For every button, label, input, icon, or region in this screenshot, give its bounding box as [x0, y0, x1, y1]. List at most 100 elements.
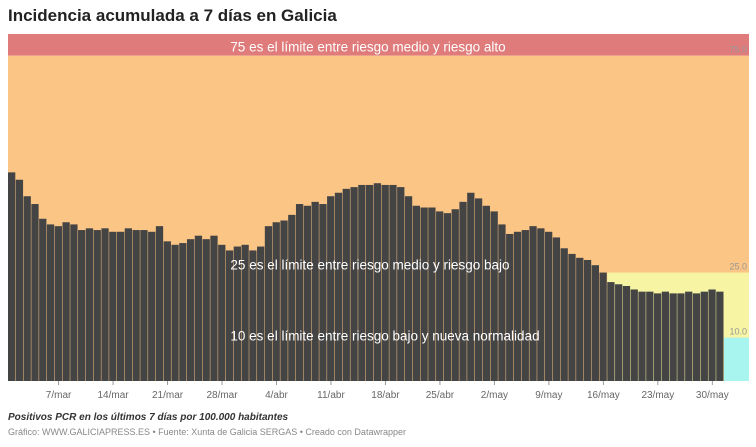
bar	[685, 291, 693, 381]
bar	[233, 246, 241, 381]
bar	[93, 230, 101, 381]
bar	[132, 230, 140, 381]
bar	[295, 204, 304, 381]
bar	[140, 230, 148, 381]
bar	[537, 228, 545, 381]
x-axis: 7/mar 14/mar 21/mar 28/mar 4/abr 11/abr 18/abr…	[46, 381, 756, 401]
threshold-value: 75.0	[729, 45, 747, 55]
bar	[194, 235, 203, 381]
bar	[498, 224, 506, 381]
bar	[490, 211, 498, 381]
bar	[412, 205, 420, 381]
threshold-annotation: 10 es el límite entre riesgo bajo y nuev…	[230, 329, 539, 344]
bar	[171, 244, 179, 381]
bar	[366, 184, 374, 381]
bar	[443, 213, 452, 381]
bar	[404, 196, 413, 381]
bar	[420, 207, 428, 381]
bar	[708, 289, 716, 381]
chart-title: Incidencia acumulada a 7 días en Galicia	[8, 6, 337, 25]
bar	[15, 179, 24, 381]
x-tick-label: 23/may	[641, 390, 674, 401]
bar	[381, 184, 389, 381]
bar	[179, 243, 187, 381]
chart-credit: Gráfico: WWW.GALICIAPRESS.ES • Fuente: X…	[8, 427, 406, 437]
x-tick-label: 4/abr	[265, 390, 288, 401]
chart-note: Positivos PCR en los últimos 7 días por …	[8, 412, 289, 423]
bar	[54, 226, 62, 381]
bar	[607, 282, 615, 381]
bar	[210, 235, 218, 381]
bar	[272, 222, 280, 381]
bar	[669, 293, 677, 381]
bar	[39, 218, 47, 381]
bar	[8, 172, 16, 381]
x-tick-label: 25/abr	[426, 390, 455, 401]
x-tick-label: 30/may	[696, 390, 729, 401]
bar	[482, 205, 491, 381]
bar	[109, 231, 117, 381]
bar	[202, 239, 210, 381]
bar	[350, 187, 358, 381]
bar	[62, 222, 70, 381]
x-tick-label: 9/may	[535, 390, 562, 401]
threshold-annotation: 25 es el límite entre riesgo medio y rie…	[230, 258, 509, 273]
bar	[280, 220, 288, 381]
bar	[101, 228, 109, 381]
bar	[700, 291, 708, 381]
bar	[630, 289, 638, 381]
x-tick-label: 14/mar	[98, 390, 130, 401]
bar	[545, 231, 553, 381]
bar	[615, 284, 623, 381]
bar	[116, 231, 125, 381]
bar	[474, 198, 483, 381]
bar	[257, 246, 265, 381]
bar	[327, 196, 335, 381]
bar	[692, 293, 701, 381]
bar	[303, 205, 312, 381]
bar	[622, 286, 631, 381]
bar	[78, 230, 86, 381]
bar	[428, 207, 436, 381]
bar	[85, 228, 94, 381]
x-tick-label: 21/mar	[152, 390, 184, 401]
x-tick-label: 11/abr	[317, 390, 345, 401]
x-tick-label: 18/abr	[371, 390, 400, 401]
bar	[638, 291, 646, 381]
bar	[653, 293, 662, 381]
bar	[225, 250, 234, 381]
bar	[187, 239, 195, 381]
bar	[451, 209, 459, 381]
x-tick-label: 28/mar	[206, 390, 238, 401]
bar	[31, 204, 39, 381]
x-tick-label: 7/mar	[46, 390, 72, 401]
bar	[311, 201, 319, 381]
bar	[264, 226, 273, 381]
bar	[70, 224, 78, 381]
bar	[436, 211, 444, 381]
bar	[552, 237, 561, 381]
bar	[591, 265, 599, 381]
bar	[716, 291, 724, 381]
bar	[677, 293, 685, 381]
bar	[373, 183, 382, 381]
bar	[646, 291, 654, 381]
threshold-labels: 75 es el límite entre riesgo medio y rie…	[230, 40, 747, 344]
bar	[23, 196, 31, 381]
bar	[397, 187, 405, 381]
threshold-value: 10.0	[729, 327, 747, 337]
bar	[148, 231, 156, 381]
zone-new-normality	[724, 337, 749, 381]
bar	[513, 231, 522, 381]
bar	[46, 224, 55, 381]
bar	[249, 250, 257, 381]
bar	[358, 184, 366, 381]
threshold-annotation: 75 es el límite entre riesgo medio y rie…	[230, 40, 505, 55]
bar	[389, 184, 397, 381]
bar	[288, 214, 296, 381]
bar	[241, 244, 249, 381]
bar	[218, 244, 226, 381]
bar	[319, 204, 327, 381]
bar	[155, 226, 164, 381]
